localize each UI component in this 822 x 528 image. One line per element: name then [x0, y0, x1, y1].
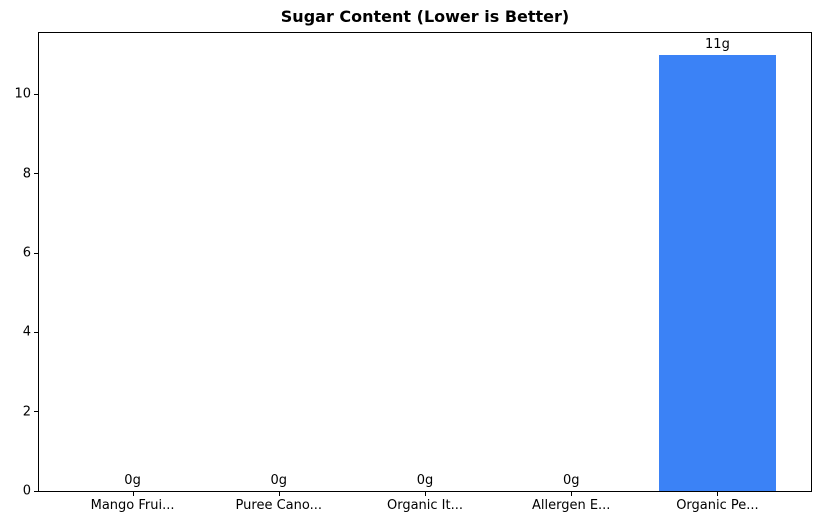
- x-tick-mark: [132, 492, 134, 496]
- y-tick-label: 8: [22, 166, 31, 182]
- bar-value-label: 0g: [562, 473, 580, 488]
- x-tick-label: Organic Pe...: [676, 498, 759, 513]
- x-tick-label: Puree Cano...: [235, 498, 323, 513]
- chart-title: Sugar Content (Lower is Better): [280, 7, 570, 26]
- y-tick-mark: [34, 93, 38, 95]
- y-tick-mark: [34, 411, 38, 413]
- bar-value-label: 0g: [270, 473, 288, 488]
- bar: [658, 54, 776, 491]
- x-tick-label: Mango Frui...: [90, 498, 175, 513]
- bar-value-label: 0g: [124, 473, 141, 488]
- x-tick-mark: [717, 492, 719, 496]
- x-tick-mark: [278, 492, 280, 496]
- bar-value-label: 0g: [416, 473, 434, 488]
- y-tick-mark: [34, 252, 38, 254]
- x-tick-label: Allergen E...: [531, 498, 611, 513]
- y-tick-label: 4: [22, 324, 31, 340]
- y-tick-label: 0: [22, 483, 31, 499]
- x-tick-mark: [425, 492, 426, 496]
- y-tick-label: 6: [22, 245, 31, 261]
- y-tick-mark: [34, 331, 38, 333]
- x-tick-mark: [571, 492, 573, 496]
- y-tick-label: 2: [22, 404, 31, 420]
- plot-area: 0 2 4 6 8 10 0g Mango Frui... 0g Puree Cano... 0g O…: [14, 32, 812, 513]
- y-tick-label: 10: [14, 86, 31, 102]
- x-tick-label: Organic It...: [386, 498, 464, 513]
- y-tick-mark: [34, 173, 38, 175]
- bar-value-label: 11g: [705, 36, 730, 52]
- y-tick-mark: [34, 490, 38, 492]
